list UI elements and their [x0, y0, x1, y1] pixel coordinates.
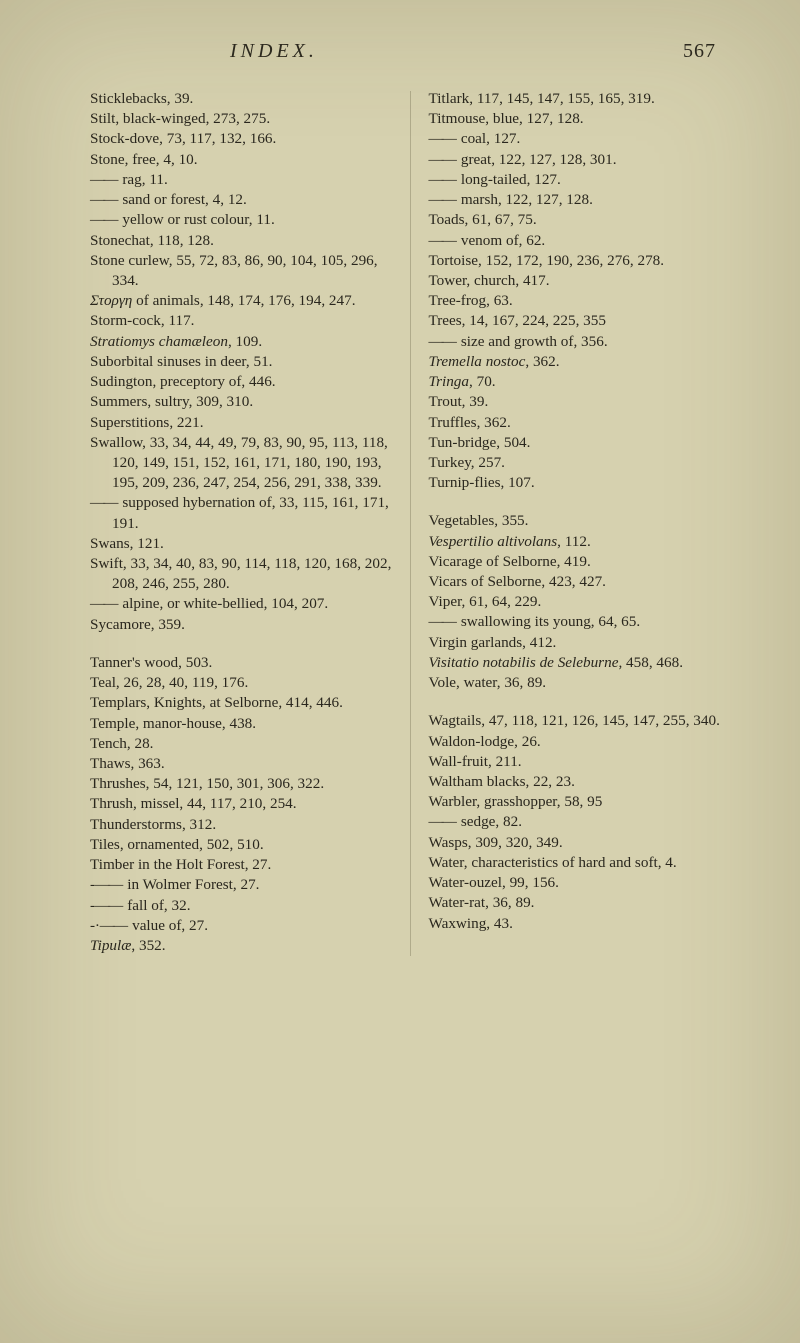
index-entry: Tanner's wood, 503.	[90, 653, 392, 673]
index-entry: Virgin garlands, 412.	[428, 633, 730, 653]
index-entry: Sticklebacks, 39.	[90, 89, 392, 109]
index-entry: Wall-fruit, 211.	[428, 752, 730, 772]
index-entry: Stratiomys chamæleon, 109.	[90, 332, 392, 352]
index-entry: Trout, 39.	[428, 392, 730, 412]
index-entry: fall of, 32.	[90, 896, 392, 916]
index-entry: Tower, church, 417.	[428, 271, 730, 291]
spacer	[428, 493, 730, 511]
index-entry: Vicars of Selborne, 423, 427.	[428, 572, 730, 592]
index-entry: Vegetables, 355.	[428, 511, 730, 531]
index-entry: Water-ouzel, 99, 156.	[428, 873, 730, 893]
index-entry: Vicarage of Selborne, 419.	[428, 552, 730, 572]
index-entry: long-tailed, 127.	[428, 170, 730, 190]
index-entry: Wagtails, 47, 118, 121, 126, 145, 147, 2…	[428, 711, 730, 731]
index-entry: Thunderstorms, 312.	[90, 815, 392, 835]
index-entry: Wasps, 309, 320, 349.	[428, 833, 730, 853]
index-entry: Turkey, 257.	[428, 453, 730, 473]
index-entry: great, 122, 127, 128, 301.	[428, 150, 730, 170]
header-pageno: 567	[683, 40, 716, 63]
right-column: Titlark, 117, 145, 147, 155, 165, 319.Ti…	[428, 89, 730, 956]
left-column: Sticklebacks, 39.Stilt, black-winged, 27…	[90, 89, 392, 956]
header-title: INDEX.	[230, 40, 318, 63]
index-entry: Waxwing, 43.	[428, 914, 730, 934]
index-entry: Storm-cock, 117.	[90, 311, 392, 331]
index-entry: Water, characteristics of hard and soft,…	[428, 853, 730, 873]
index-entry: alpine, or white-bellied, 104, 207.	[90, 594, 392, 614]
index-entry: sedge, 82.	[428, 812, 730, 832]
index-entry: Toads, 61, 67, 75.	[428, 210, 730, 230]
index-entry: yellow or rust colour, 11.	[90, 210, 392, 230]
index-entry: Trees, 14, 167, 224, 225, 355	[428, 311, 730, 331]
index-entry: marsh, 122, 127, 128.	[428, 190, 730, 210]
index-entry: Titlark, 117, 145, 147, 155, 165, 319.	[428, 89, 730, 109]
index-entry: Superstitions, 221.	[90, 413, 392, 433]
index-entry: Swift, 33, 34, 40, 83, 90, 114, 118, 120…	[90, 554, 392, 594]
index-entry: Suborbital sinuses in deer, 51.	[90, 352, 392, 372]
index-entry: Sycamore, 359.	[90, 615, 392, 635]
index-entry: Water-rat, 36, 89.	[428, 893, 730, 913]
columns: Sticklebacks, 39.Stilt, black-winged, 27…	[90, 89, 730, 956]
index-entry: Swans, 121.	[90, 534, 392, 554]
spacer	[90, 635, 392, 653]
index-entry: Templars, Knights, at Selborne, 414, 446…	[90, 693, 392, 713]
index-entry: Thrush, missel, 44, 117, 210, 254.	[90, 794, 392, 814]
header: INDEX. 567	[90, 40, 730, 63]
index-entry: sand or forest, 4, 12.	[90, 190, 392, 210]
index-entry: Tremella nostoc, 362.	[428, 352, 730, 372]
index-entry: supposed hybernation of, 33, 115, 161, 1…	[90, 493, 392, 533]
index-entry: Stone, free, 4, 10.	[90, 150, 392, 170]
index-entry: Teal, 26, 28, 40, 119, 176.	[90, 673, 392, 693]
index-entry: Tun-bridge, 504.	[428, 433, 730, 453]
column-divider	[410, 91, 411, 956]
index-entry: Tench, 28.	[90, 734, 392, 754]
page: INDEX. 567 Sticklebacks, 39.Stilt, black…	[0, 0, 800, 1343]
index-entry: Tipulæ, 352.	[90, 936, 392, 956]
index-entry: Tringa, 70.	[428, 372, 730, 392]
index-entry: Truffles, 362.	[428, 413, 730, 433]
index-entry: size and growth of, 356.	[428, 332, 730, 352]
index-entry: Stock-dove, 73, 117, 132, 166.	[90, 129, 392, 149]
index-entry: Thrushes, 54, 121, 150, 301, 306, 322.	[90, 774, 392, 794]
index-entry: Stone curlew, 55, 72, 83, 86, 90, 104, 1…	[90, 251, 392, 291]
index-entry: Tiles, ornamented, 502, 510.	[90, 835, 392, 855]
index-entry: coal, 127.	[428, 129, 730, 149]
index-entry: Viper, 61, 64, 229.	[428, 592, 730, 612]
index-entry: Sudington, preceptory of, 446.	[90, 372, 392, 392]
index-entry: Tree-frog, 63.	[428, 291, 730, 311]
index-entry: Stilt, black-winged, 273, 275.	[90, 109, 392, 129]
index-entry: Στοργη of animals, 148, 174, 176, 194, 2…	[90, 291, 392, 311]
index-entry: in Wolmer Forest, 27.	[90, 875, 392, 895]
index-entry: Tortoise, 152, 172, 190, 236, 276, 278.	[428, 251, 730, 271]
index-entry: Temple, manor-house, 438.	[90, 714, 392, 734]
index-entry: venom of, 62.	[428, 231, 730, 251]
index-entry: swallowing its young, 64, 65.	[428, 612, 730, 632]
index-entry: Waldon-lodge, 26.	[428, 732, 730, 752]
index-entry: Turnip-flies, 107.	[428, 473, 730, 493]
index-entry: Visitatio notabilis de Seleburne, 458, 4…	[428, 653, 730, 673]
spacer	[428, 693, 730, 711]
index-entry: rag, 11.	[90, 170, 392, 190]
index-entry: Summers, sultry, 309, 310.	[90, 392, 392, 412]
index-entry: Thaws, 363.	[90, 754, 392, 774]
index-entry: Timber in the Holt Forest, 27.	[90, 855, 392, 875]
index-entry: Vespertilio altivolans, 112.	[428, 532, 730, 552]
index-entry: Swallow, 33, 34, 44, 49, 79, 83, 90, 95,…	[90, 433, 392, 494]
index-entry: Vole, water, 36, 89.	[428, 673, 730, 693]
index-entry: Warbler, grasshopper, 58, 95	[428, 792, 730, 812]
index-entry: value of, 27.	[90, 916, 392, 936]
index-entry: Titmouse, blue, 127, 128.	[428, 109, 730, 129]
index-entry: Waltham blacks, 22, 23.	[428, 772, 730, 792]
index-entry: Stonechat, 118, 128.	[90, 231, 392, 251]
